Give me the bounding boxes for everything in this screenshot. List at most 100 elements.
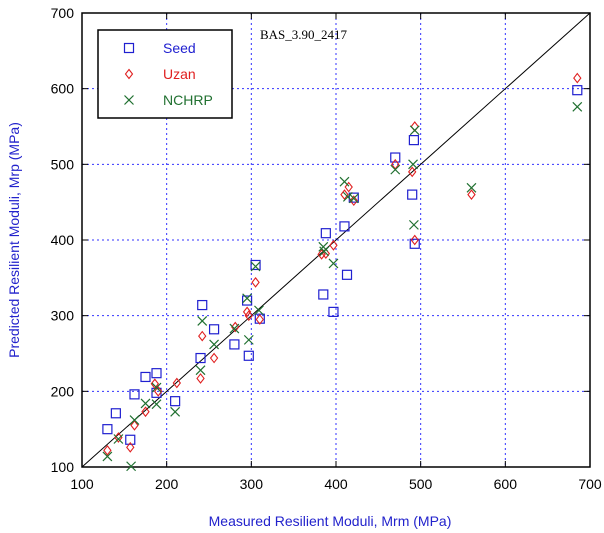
axis-ticks: 100 200 300 400 500 600 700 100 200 300 400 500 600 7… (51, 5, 602, 492)
data-point-uzan (130, 419, 139, 431)
data-point-uzan (126, 441, 135, 453)
data-point-nchrp (254, 305, 264, 316)
data-point-nchrp (250, 261, 261, 272)
legend-marker-nchrp (124, 95, 134, 105)
chart-annotation: BAS_3.90_2417 (260, 27, 348, 42)
series-uzan (103, 72, 582, 456)
data-point-uzan (255, 314, 264, 325)
data-point-nchrp (170, 406, 181, 417)
data-point-uzan (172, 377, 182, 389)
legend-label-seed: Seed (163, 40, 196, 56)
x-tick-label: 200 (155, 476, 179, 492)
data-point-uzan (317, 248, 326, 260)
data-point-seed (408, 135, 419, 146)
data-point-nchrp (209, 339, 220, 350)
data-point-uzan (410, 234, 419, 246)
reference-line-1-to-1 (81, 12, 591, 468)
data-point-seed (407, 189, 418, 200)
data-point-seed (195, 352, 206, 364)
data-point-nchrp (466, 182, 477, 193)
data-point-seed (341, 269, 353, 280)
data-point-nchrp (242, 293, 253, 304)
x-tick-label: 600 (494, 476, 518, 492)
data-point-uzan (573, 72, 582, 84)
legend-box (97, 29, 233, 119)
y-tick-label: 600 (51, 81, 75, 97)
data-point-seed (140, 371, 151, 383)
data-point-seed (320, 228, 331, 239)
data-points (102, 72, 583, 472)
data-point-nchrp (348, 193, 359, 204)
data-point-nchrp (229, 323, 240, 334)
data-point-seed (208, 324, 220, 335)
data-point-nchrp (572, 101, 583, 112)
data-point-seed (129, 389, 140, 400)
data-point-nchrp (140, 398, 151, 409)
data-point-nchrp (126, 461, 137, 472)
data-point-uzan (349, 195, 358, 207)
data-point-seed (409, 238, 420, 249)
data-point-uzan (150, 378, 160, 390)
data-point-nchrp (197, 316, 208, 326)
x-axis-label: Measured Resilient Moduli, Mrm (MPa) (209, 513, 452, 529)
data-point-seed (102, 424, 113, 435)
data-point-seed (151, 368, 162, 379)
data-point-seed (243, 350, 254, 361)
legend-label-nchrp: NCHRP (163, 92, 213, 108)
data-point-seed (339, 221, 350, 232)
data-point-uzan (209, 352, 219, 364)
data-point-uzan (467, 189, 476, 200)
data-point-nchrp (129, 415, 140, 426)
x-tick-label: 100 (70, 476, 94, 492)
y-axis-label: Predicted Resilient Moduli, Mrp (MPa) (6, 122, 22, 358)
data-point-seed (229, 339, 240, 350)
data-point-nchrp (151, 382, 162, 393)
x-tick-label: 500 (409, 476, 433, 492)
data-point-seed (242, 295, 253, 306)
data-point-seed (110, 408, 121, 419)
y-tick-label: 700 (51, 5, 75, 21)
data-point-seed (572, 85, 583, 96)
data-point-seed (170, 396, 181, 407)
data-point-uzan (196, 373, 205, 384)
data-point-nchrp (342, 191, 353, 202)
y-tick-label: 500 (51, 156, 75, 172)
data-point-seed (390, 152, 401, 163)
x-tick-label: 700 (578, 476, 602, 492)
y-tick-label: 200 (51, 383, 75, 399)
data-point-uzan (154, 385, 163, 397)
data-point-uzan (244, 310, 253, 322)
data-point-nchrp (151, 399, 162, 410)
data-point-seed (197, 299, 208, 311)
legend: Seed Uzan NCHRP (97, 29, 233, 119)
data-point-uzan (329, 239, 338, 251)
data-point-seed (318, 289, 329, 300)
legend-label-uzan: Uzan (163, 66, 196, 82)
data-point-uzan (141, 406, 150, 418)
data-point-nchrp (195, 365, 206, 376)
data-point-uzan (198, 330, 207, 342)
data-point-nchrp (113, 434, 124, 444)
data-point-nchrp (319, 246, 330, 257)
series-seed (102, 85, 583, 445)
x-tick-label: 400 (324, 476, 348, 492)
series-nchrp (102, 101, 583, 472)
data-point-nchrp (408, 219, 419, 230)
data-point-uzan (103, 444, 112, 456)
data-point-nchrp (243, 334, 254, 345)
data-point-seed (125, 434, 136, 445)
data-point-uzan (408, 166, 417, 178)
data-point-nchrp (408, 159, 418, 170)
data-point-uzan (344, 181, 353, 193)
data-point-nchrp (409, 125, 420, 136)
data-point-seed (250, 259, 261, 271)
data-point-uzan (251, 276, 260, 288)
data-point-nchrp (390, 164, 401, 175)
y-tick-label: 100 (51, 459, 75, 475)
y-tick-label: 300 (51, 308, 75, 324)
data-point-seed (328, 306, 339, 317)
data-point-uzan (242, 306, 252, 318)
data-point-nchrp (102, 451, 113, 462)
data-point-nchrp (328, 258, 339, 269)
